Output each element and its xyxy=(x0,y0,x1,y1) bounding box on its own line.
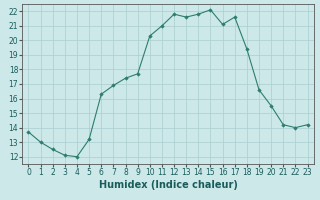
X-axis label: Humidex (Indice chaleur): Humidex (Indice chaleur) xyxy=(99,180,237,190)
